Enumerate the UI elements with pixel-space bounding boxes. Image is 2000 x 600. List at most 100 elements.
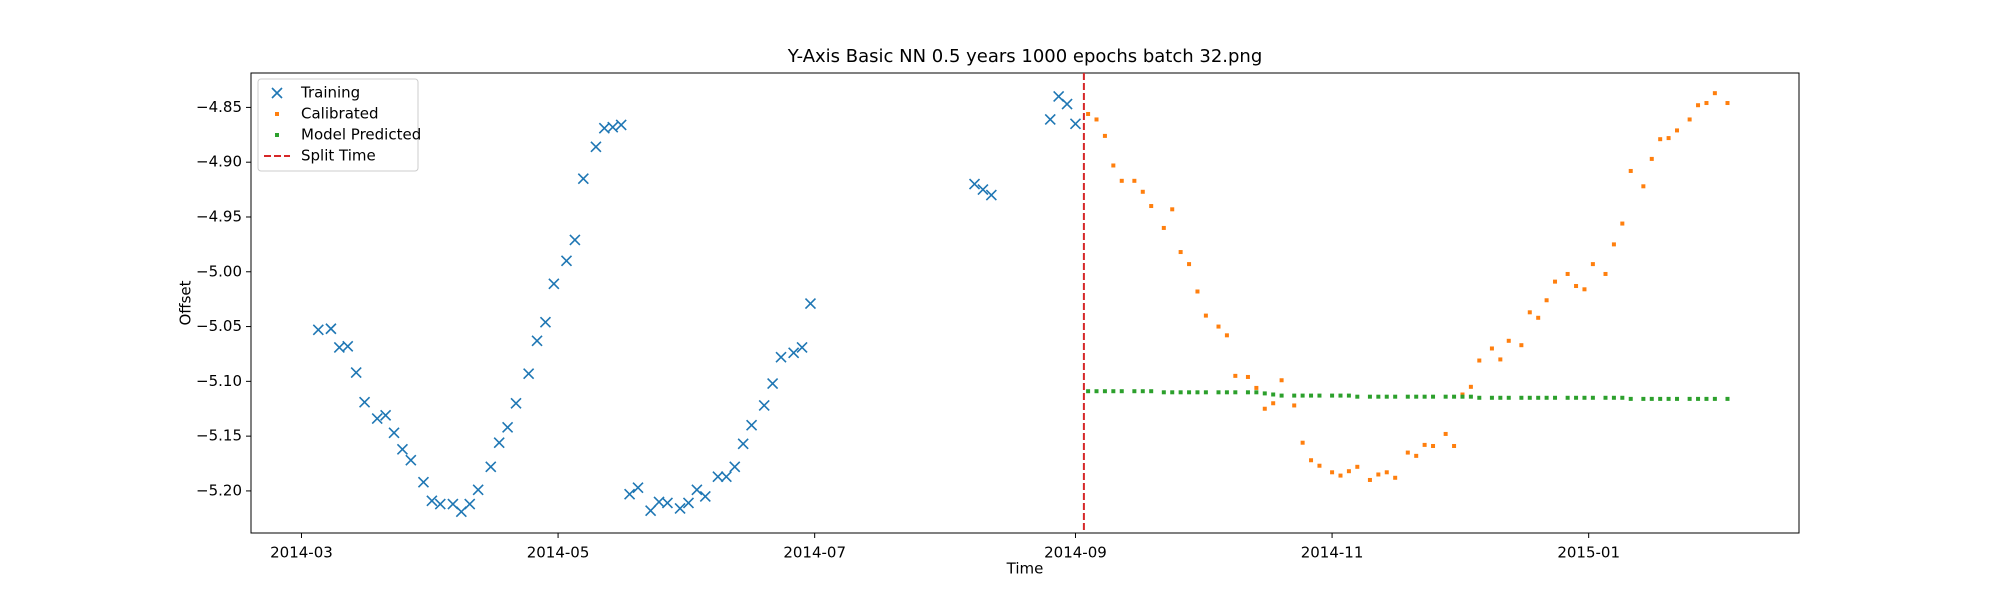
- data-point: [661, 497, 674, 509]
- data-point: [1460, 392, 1465, 397]
- data-point: [1111, 163, 1116, 168]
- data-point: [434, 498, 446, 510]
- data-point: [1696, 396, 1701, 401]
- data-point: [1565, 271, 1570, 276]
- data-point: [1477, 358, 1482, 363]
- data-point: [758, 399, 770, 412]
- data-point: [1254, 390, 1259, 395]
- data-point: [1203, 313, 1208, 318]
- data-point: [1187, 390, 1192, 395]
- data-point: [1338, 473, 1343, 478]
- data-point: [1330, 470, 1335, 475]
- data-point: [1367, 394, 1372, 399]
- data-point: [1309, 458, 1314, 463]
- data-point: [1725, 396, 1730, 401]
- data-point: [1161, 225, 1166, 230]
- data-point: [312, 324, 324, 336]
- data-point: [1384, 470, 1389, 475]
- data-point: [1498, 395, 1503, 400]
- data-point: [1574, 395, 1579, 400]
- data-point: [1468, 384, 1473, 389]
- data-point: [1170, 207, 1175, 212]
- data-point: [1603, 395, 1608, 400]
- x-tick-label: 2014-05: [527, 544, 590, 562]
- data-point: [1178, 390, 1183, 395]
- data-point: [464, 498, 476, 510]
- data-point: [737, 438, 749, 450]
- data-point: [1666, 136, 1671, 141]
- data-point: [1611, 395, 1616, 400]
- data-point: [1649, 396, 1654, 401]
- data-point: [1044, 113, 1056, 126]
- data-point: [1346, 393, 1351, 398]
- data-point: [1620, 221, 1625, 226]
- data-point: [1355, 464, 1360, 469]
- data-point: [1203, 390, 1208, 395]
- data-point: [1376, 394, 1381, 399]
- data-point: [1452, 394, 1457, 399]
- data-point: [1224, 390, 1229, 395]
- data-point: [1367, 477, 1372, 482]
- data-point: [590, 141, 602, 153]
- data-point: [1245, 374, 1250, 379]
- data-point: [1254, 385, 1259, 390]
- data-point: [388, 427, 400, 439]
- data-point: [472, 484, 484, 496]
- data-point: [1414, 453, 1419, 458]
- data-point: [493, 437, 505, 449]
- data-point: [1603, 271, 1608, 276]
- data-point: [1553, 395, 1558, 400]
- data-point: [1527, 310, 1532, 315]
- data-point: [767, 377, 779, 390]
- data-point: [1111, 389, 1116, 394]
- data-point: [1061, 98, 1073, 110]
- data-point: [1224, 333, 1229, 338]
- data-point: [1279, 378, 1284, 383]
- data-point: [405, 454, 417, 466]
- data-point: [1279, 393, 1284, 398]
- data-point: [1346, 469, 1351, 474]
- data-point: [560, 255, 573, 267]
- data-point: [1443, 394, 1448, 399]
- data-point: [615, 119, 627, 131]
- data-point: [1140, 189, 1145, 194]
- data-point: [1519, 343, 1524, 348]
- legend-marker: [275, 133, 279, 137]
- y-tick-label: −5.10: [196, 372, 242, 390]
- data-point: [426, 495, 438, 507]
- data-point: [1553, 279, 1558, 284]
- data-point: [1696, 103, 1701, 108]
- data-point: [1489, 395, 1494, 400]
- data-point: [1338, 393, 1343, 398]
- legend-label: Training: [300, 84, 360, 102]
- data-point: [1536, 315, 1541, 320]
- data-point: [1712, 396, 1717, 401]
- x-tick-label: 2014-09: [1044, 544, 1107, 562]
- data-point: [1195, 390, 1200, 395]
- plot-frame: [250, 72, 1800, 534]
- data-point: [1536, 395, 1541, 400]
- data-point: [624, 488, 636, 500]
- data-point: [1086, 111, 1091, 116]
- data-point: [371, 413, 383, 425]
- legend-label: Split Time: [301, 147, 376, 165]
- data-point: [1132, 389, 1137, 394]
- x-axis-label: Time: [1006, 560, 1044, 578]
- data-point: [1094, 389, 1099, 394]
- data-point: [539, 316, 552, 328]
- data-point: [977, 184, 989, 196]
- data-point: [1292, 403, 1297, 408]
- data-point: [1443, 431, 1448, 436]
- data-point: [417, 476, 430, 488]
- data-point: [985, 189, 997, 201]
- data-point: [1628, 396, 1633, 401]
- data-point: [1119, 178, 1124, 183]
- data-point: [1300, 440, 1305, 445]
- data-point: [1468, 394, 1473, 399]
- data-point: [1687, 396, 1692, 401]
- data-point: [1628, 168, 1633, 173]
- data-point: [1119, 389, 1124, 394]
- data-point: [1317, 393, 1322, 398]
- data-point: [502, 421, 514, 433]
- data-point: [607, 121, 619, 133]
